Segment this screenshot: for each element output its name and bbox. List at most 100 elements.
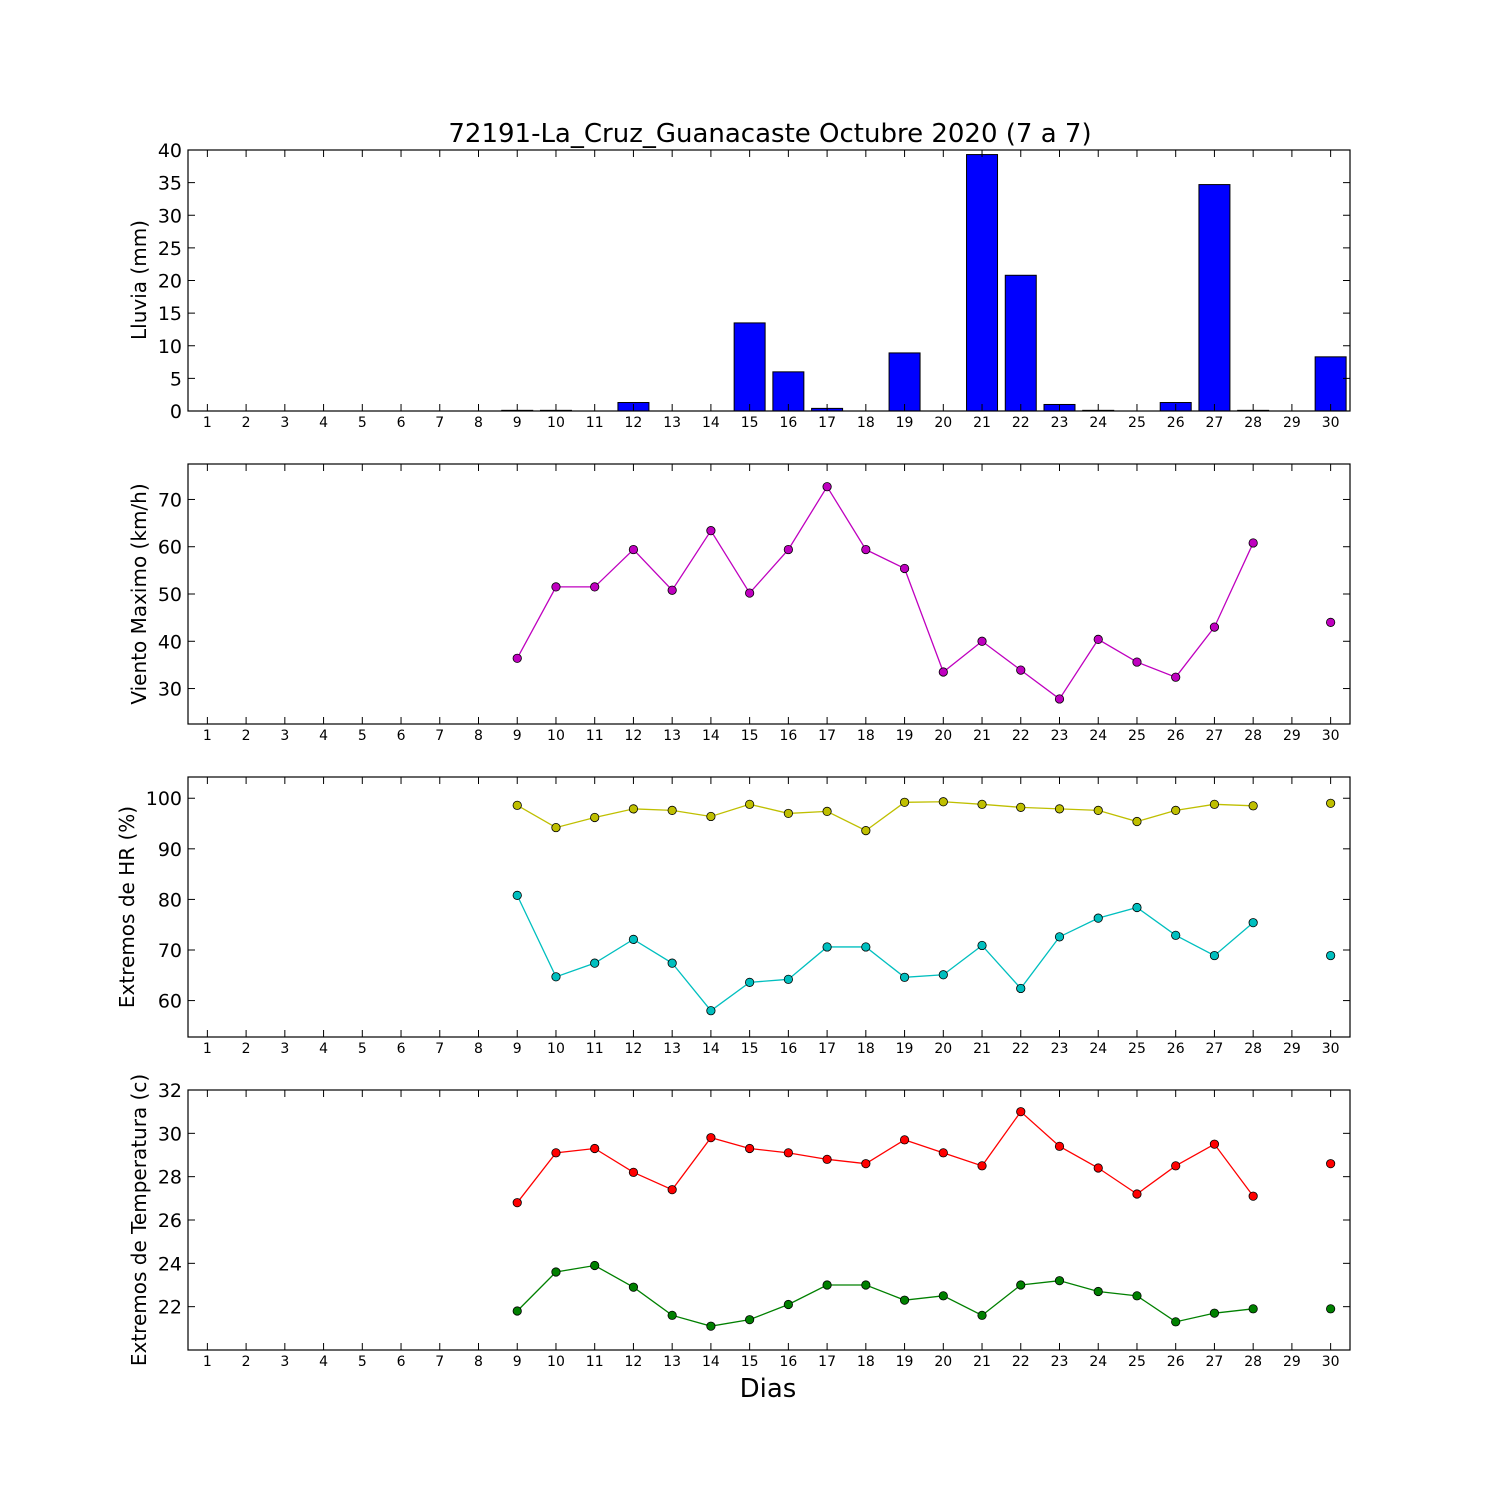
rain-xtick-label: 14 [702,415,720,431]
rain-xtick-label: 28 [1244,415,1262,431]
temperature-series-1-point-day-17 [822,1280,832,1290]
wind-series-0-point-day-21 [977,636,987,646]
humidity-xtick-label: 19 [896,1041,914,1057]
humidity-series-0-point-day-25 [1132,816,1142,827]
humidity-xtick-label: 20 [934,1041,952,1057]
humidity-series-1-point-day-30 [1326,950,1336,961]
humidity-series-1-point-day-23 [1054,932,1065,942]
temperature-series-0-point-day-19 [899,1135,910,1145]
temperature-xtick-label: 19 [896,1354,914,1370]
humidity-xtick-label: 30 [1322,1041,1340,1057]
humidity-series-1-line-0 [516,895,1254,1012]
wind-xtick-label: 12 [625,728,643,744]
humidity-series-1-point-day-9 [512,890,522,900]
humidity-series-0-point-day-15 [745,799,755,809]
rain-ytick-label: 15 [158,303,182,325]
rain-xtick-label: 24 [1089,415,1107,431]
humidity-xtick-label: 4 [319,1041,328,1057]
rain-xtick-label: 5 [358,415,367,431]
humidity-xtick-label: 3 [280,1041,289,1057]
temperature-series-1-point-day-20 [938,1291,948,1301]
humidity-series-0-point-day-24 [1093,805,1103,815]
temperature-xtick-label: 28 [1244,1354,1262,1370]
wind-xtick-label: 14 [702,728,720,744]
humidity-series-1-point-day-18 [861,942,871,952]
temperature-series-1-point-day-22 [1016,1280,1026,1290]
humidity-xtick-label: 28 [1244,1041,1262,1057]
wind-xtick-label: 28 [1244,728,1262,744]
humidity-series-1-point-day-26 [1171,930,1181,940]
humidity-ytick-label: 60 [158,991,182,1013]
temperature-series-1-point-day-28 [1248,1304,1258,1314]
humidity-xtick-label: 12 [625,1041,643,1057]
humidity-series-1-point-day-10 [551,972,561,982]
rain-xtick-label: 13 [663,415,681,431]
rain-bar-day-19 [888,352,921,412]
rain-xtick-label: 1 [203,415,212,431]
humidity-series-0-point-day-27 [1209,799,1220,809]
humidity-series-0-point-day-22 [1016,802,1026,812]
humidity-series-1-point-day-21 [977,940,987,951]
wind-xtick-label: 23 [1051,728,1069,744]
wind-xtick-label: 9 [513,728,522,744]
temperature-xtick-label: 30 [1322,1354,1340,1370]
humidity-series-1-point-day-25 [1132,902,1142,913]
wind-xtick-label: 4 [319,728,328,744]
temperature-series-0-point-day-22 [1016,1107,1026,1117]
wind-ytick-label: 60 [158,537,182,559]
temperature-series-1-point-day-30 [1326,1304,1336,1314]
rain-xtick-label: 19 [896,415,914,431]
wind-xtick-label: 10 [547,728,565,744]
rain-xtick-label: 11 [586,415,604,431]
wind-xtick-label: 26 [1167,728,1185,744]
humidity-series-1-point-day-20 [938,970,948,980]
humidity-axes-frame [187,776,1351,1038]
temperature-y-axis-label: Extremos de Temperatura (c) [127,1074,151,1366]
temperature-series-0-point-day-15 [745,1143,755,1154]
rain-ytick-label: 40 [158,140,182,162]
humidity-series-1-point-day-28 [1248,918,1258,928]
wind-series-0-point-day-30 [1326,617,1336,627]
wind-series-0-point-day-15 [745,588,755,598]
rain-xtick-label: 6 [397,415,406,431]
rain-xtick-label: 17 [818,415,836,431]
wind-xtick-label: 27 [1206,728,1224,744]
temperature-xtick-label: 13 [663,1354,681,1370]
temperature-xtick-label: 4 [319,1354,328,1370]
humidity-xtick-label: 10 [547,1041,565,1057]
humidity-xtick-label: 27 [1206,1041,1224,1057]
temperature-xtick-label: 18 [857,1354,875,1370]
temperature-xtick-label: 5 [358,1354,367,1370]
humidity-xtick-label: 29 [1283,1041,1301,1057]
rain-bar-day-15 [733,322,766,412]
humidity-series-1-point-day-19 [899,972,910,982]
wind-ytick-label: 40 [158,631,182,653]
wind-xtick-label: 18 [857,728,875,744]
rain-y-axis-label: Lluvia (mm) [127,220,151,340]
humidity-xtick-label: 18 [857,1041,875,1057]
rain-xtick-label: 18 [857,415,875,431]
humidity-ytick-label: 100 [146,788,182,810]
rain-axes-frame [187,149,1351,412]
humidity-series-0-point-day-20 [938,797,948,807]
humidity-xtick-label: 21 [973,1041,991,1057]
wind-series-0-point-day-16 [783,544,793,555]
temperature-xtick-label: 14 [702,1354,720,1370]
temperature-series-1-point-day-24 [1093,1286,1103,1297]
humidity-series-0-point-day-9 [512,800,522,810]
temperature-ytick-label: 28 [158,1167,182,1189]
rain-xtick-label: 16 [779,415,797,431]
wind-xtick-label: 2 [242,728,251,744]
temperature-series-0-point-day-25 [1132,1189,1142,1199]
rain-xtick-label: 27 [1206,415,1224,431]
wind-xtick-label: 30 [1322,728,1340,744]
wind-y-axis-label: Viento Maximo (km/h) [127,483,151,704]
rain-xtick-label: 30 [1322,415,1340,431]
rain-xtick-label: 12 [625,415,643,431]
humidity-xtick-label: 7 [435,1041,444,1057]
humidity-xtick-label: 8 [474,1041,483,1057]
temperature-xtick-label: 20 [934,1354,952,1370]
temperature-series-1-point-day-25 [1132,1291,1142,1301]
